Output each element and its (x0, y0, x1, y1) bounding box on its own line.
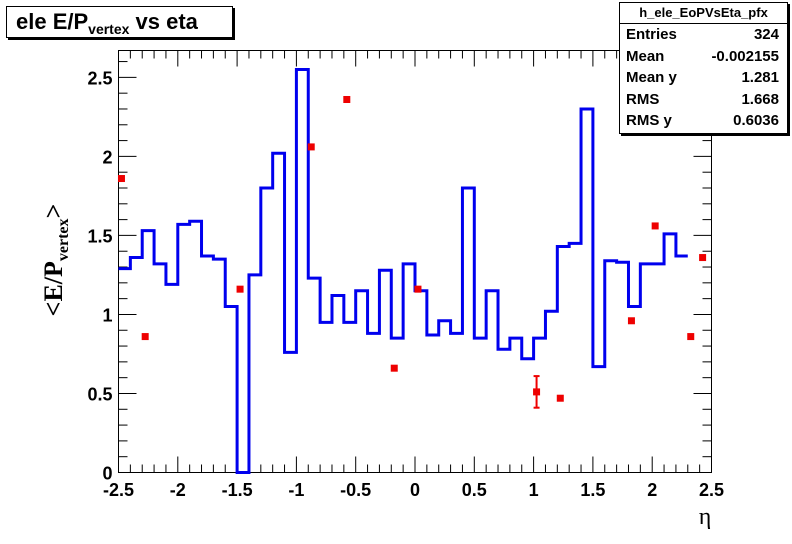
stats-box: h_ele_EoPVsEta_pfx Entries 324 Mean -0.002… (619, 2, 788, 134)
data-point (414, 285, 422, 293)
x-tick-label: -0.5 (340, 480, 371, 500)
data-point (627, 317, 635, 325)
stats-row: RMS 1.668 (626, 90, 779, 108)
data-point (687, 333, 695, 341)
x-tick-label: 0.5 (462, 480, 487, 500)
x-tick-label: 0 (410, 480, 420, 500)
data-point (651, 222, 659, 230)
chart-title-box: ele E/Pvertex vs eta (6, 6, 233, 38)
y-axis-label-main: <E/P (39, 261, 68, 316)
x-tick-label: -1 (288, 480, 304, 500)
x-tick-label: 2 (647, 480, 657, 500)
y-tick-label: 1 (102, 305, 112, 325)
svg-text:<E/Pvertex>: <E/Pvertex> (39, 204, 72, 317)
axes: -2.5 -2 -1.5 -1 -0.5 0 0.5 1 1.5 2 2.5 0 0.5 1 1.5 2 2.5 (87, 50, 724, 500)
y-tick-label: 1.5 (87, 226, 112, 246)
y-tick-label: 0.5 (87, 384, 112, 404)
data-point (533, 388, 541, 396)
data-point (307, 143, 315, 151)
stats-row: Mean y 1.281 (626, 69, 779, 87)
stats-row: Entries 324 (626, 26, 779, 43)
stats-row: Mean -0.002155 (626, 47, 779, 65)
y-axis-label: <E/Pvertex> (39, 204, 72, 317)
y-axis-label-sub: vertex (55, 218, 72, 261)
step-line (118, 67, 688, 474)
x-axis-label: η (699, 504, 712, 530)
x-tick-label: 1.5 (580, 480, 605, 500)
marker-series (117, 95, 707, 409)
data-point (236, 285, 244, 293)
y-axis-label-close: > (39, 204, 68, 219)
y-tick-label: 0 (102, 464, 112, 484)
y-tick-label: 2 (102, 147, 112, 167)
data-point (343, 95, 351, 103)
x-tick-label: -2 (170, 480, 186, 500)
stats-row: RMS y 0.6036 (626, 112, 779, 130)
data-point (556, 394, 564, 402)
x-tick-label: -1.5 (222, 480, 253, 500)
x-tick-label: 2.5 (699, 480, 724, 500)
x-tick-label: -2.5 (103, 480, 134, 500)
data-point (699, 254, 707, 262)
stats-name: h_ele_EoPVsEta_pfx (620, 3, 787, 24)
x-tick-label: 1 (529, 480, 539, 500)
step-series (118, 67, 688, 474)
data-point (141, 333, 149, 341)
data-point (117, 175, 125, 183)
chart-title: ele E/Pvertex vs eta (16, 9, 198, 37)
y-tick-label: 2.5 (87, 68, 112, 88)
data-point (390, 364, 398, 372)
